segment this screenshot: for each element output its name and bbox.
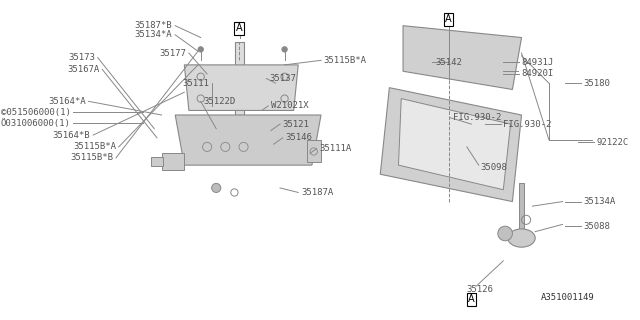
Text: A: A [445,14,452,24]
Text: 35164*B: 35164*B [53,131,90,140]
Text: 35098: 35098 [481,164,508,172]
Text: W21021X: W21021X [271,101,308,110]
Text: 35177: 35177 [159,49,186,58]
Circle shape [498,226,513,241]
Polygon shape [403,26,522,90]
Text: 35111: 35111 [182,79,209,88]
Text: ©051506000(1): ©051506000(1) [1,108,70,117]
Text: 35115B*A: 35115B*A [324,56,367,65]
Text: 35142: 35142 [435,58,462,67]
Text: 35122D: 35122D [204,97,236,106]
Text: FIG.930-2: FIG.930-2 [503,120,552,129]
Text: 35187*B: 35187*B [135,21,172,30]
Text: A351001149: A351001149 [541,293,595,302]
Text: 35180: 35180 [584,79,611,88]
Text: 35134*A: 35134*A [135,30,172,39]
Bar [307,140,321,162]
Text: 35088: 35088 [584,222,611,231]
Text: 35173: 35173 [68,53,95,62]
Polygon shape [175,115,321,165]
Text: 35164*A: 35164*A [48,97,86,106]
Text: 35111A: 35111A [319,144,351,153]
Text: 35167A: 35167A [67,65,100,74]
Text: 35134A: 35134A [584,197,616,206]
Circle shape [282,47,287,52]
Text: A: A [236,23,243,33]
Text: A: A [468,294,475,304]
Bar [150,157,163,166]
Text: 84920I: 84920I [522,69,554,78]
Bar [236,42,244,124]
Circle shape [212,183,221,192]
Text: 84931J: 84931J [522,58,554,67]
Bar [161,153,184,170]
Ellipse shape [508,229,535,247]
Text: 35115B*B: 35115B*B [70,153,113,162]
Bar [519,183,524,229]
Text: 35187A: 35187A [301,188,333,197]
Polygon shape [399,99,511,190]
Polygon shape [380,88,522,202]
Text: 35126: 35126 [467,285,493,294]
Text: 35137: 35137 [269,74,296,83]
Text: 92122C: 92122C [596,138,628,147]
Text: 35115B*A: 35115B*A [73,142,116,151]
Text: 35146: 35146 [285,133,312,142]
Text: FIG.930-2: FIG.930-2 [453,113,502,122]
Polygon shape [184,65,298,110]
Text: 35121: 35121 [283,120,310,129]
Text: Ö031006000(1): Ö031006000(1) [1,119,70,128]
Circle shape [198,47,204,52]
